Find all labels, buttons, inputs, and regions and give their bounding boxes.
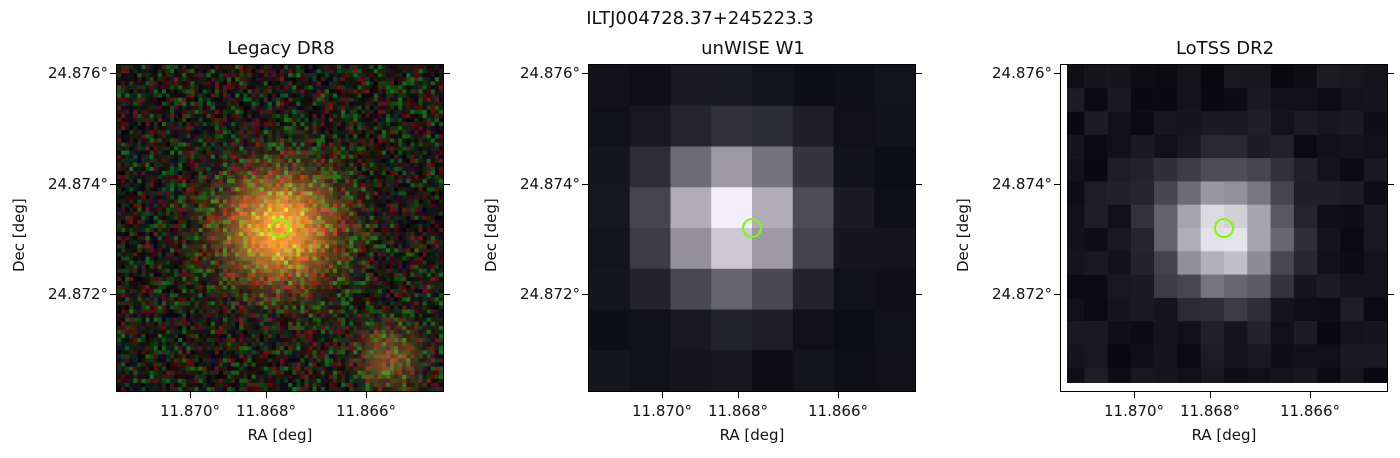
lotss-cutout — [1061, 65, 1387, 391]
x-axis-label: RA [deg] — [247, 426, 313, 444]
y-tick-label: 24.874° — [48, 175, 108, 193]
x-tick — [1134, 392, 1135, 398]
x-axis-label: RA [deg] — [1191, 426, 1257, 444]
y-axis-label: Dec [deg] — [954, 198, 972, 272]
x-tick-label: 11.866° — [808, 402, 868, 420]
y-tick-right — [1388, 294, 1394, 295]
x-tick — [838, 392, 839, 398]
image-lotss — [1060, 64, 1388, 392]
panel-title: Legacy DR8 — [227, 38, 335, 59]
y-tick — [1054, 294, 1060, 295]
x-tick — [662, 392, 663, 398]
y-tick-label: 24.874° — [520, 175, 580, 193]
y-tick-right — [1388, 73, 1394, 74]
panel-title: unWISE W1 — [701, 38, 805, 59]
x-axis-label: RA [deg] — [719, 426, 785, 444]
x-tick-label: 11.866° — [336, 402, 396, 420]
y-tick — [1054, 73, 1060, 74]
y-tick-label: 24.874° — [992, 175, 1052, 193]
y-tick-right — [444, 184, 450, 185]
y-axis-label: Dec [deg] — [482, 198, 500, 272]
y-tick-label: 24.876° — [520, 64, 580, 82]
y-axis-label: Dec [deg] — [10, 198, 28, 272]
y-tick-right — [1388, 184, 1394, 185]
x-tick — [1310, 392, 1311, 398]
x-tick-label: 11.868° — [236, 402, 296, 420]
y-tick-right — [916, 73, 922, 74]
x-tick — [266, 392, 267, 398]
y-tick — [582, 184, 588, 185]
y-tick — [1054, 184, 1060, 185]
x-tick-label: 11.870° — [160, 402, 220, 420]
panel-unwise: unWISE W1 — [0, 0, 916, 458]
legacy-cutout — [117, 65, 443, 391]
panel-legacy: Legacy DR8 — [0, 0, 460, 458]
y-tick-label: 24.876° — [992, 64, 1052, 82]
x-tick-label: 11.870° — [1104, 402, 1164, 420]
y-tick-right — [444, 294, 450, 295]
y-tick-label: 24.872° — [520, 285, 580, 303]
x-tick-label: 11.868° — [1180, 402, 1240, 420]
x-tick — [366, 392, 367, 398]
y-tick — [582, 73, 588, 74]
y-tick-label: 24.876° — [48, 64, 108, 82]
x-tick — [738, 392, 739, 398]
source-marker — [742, 218, 762, 238]
figure-title: ILTJ004728.37+245223.3 — [586, 8, 814, 29]
y-tick — [110, 184, 116, 185]
y-tick — [582, 294, 588, 295]
y-tick-right — [444, 73, 450, 74]
y-tick-right — [916, 184, 922, 185]
x-tick-label: 11.868° — [708, 402, 768, 420]
x-tick-label: 11.870° — [632, 402, 692, 420]
unwise-cutout — [589, 65, 915, 391]
image-unwise — [588, 64, 916, 392]
y-tick-label: 24.872° — [48, 285, 108, 303]
y-tick-right — [916, 294, 922, 295]
x-tick-label: 11.866° — [1280, 402, 1340, 420]
y-tick-label: 24.872° — [992, 285, 1052, 303]
panel-title: LoTSS DR2 — [1175, 38, 1275, 59]
source-marker — [270, 218, 290, 238]
x-tick — [1210, 392, 1211, 398]
y-tick — [110, 294, 116, 295]
y-tick — [110, 73, 116, 74]
image-legacy — [116, 64, 444, 392]
source-marker — [1214, 218, 1234, 238]
x-tick — [190, 392, 191, 398]
